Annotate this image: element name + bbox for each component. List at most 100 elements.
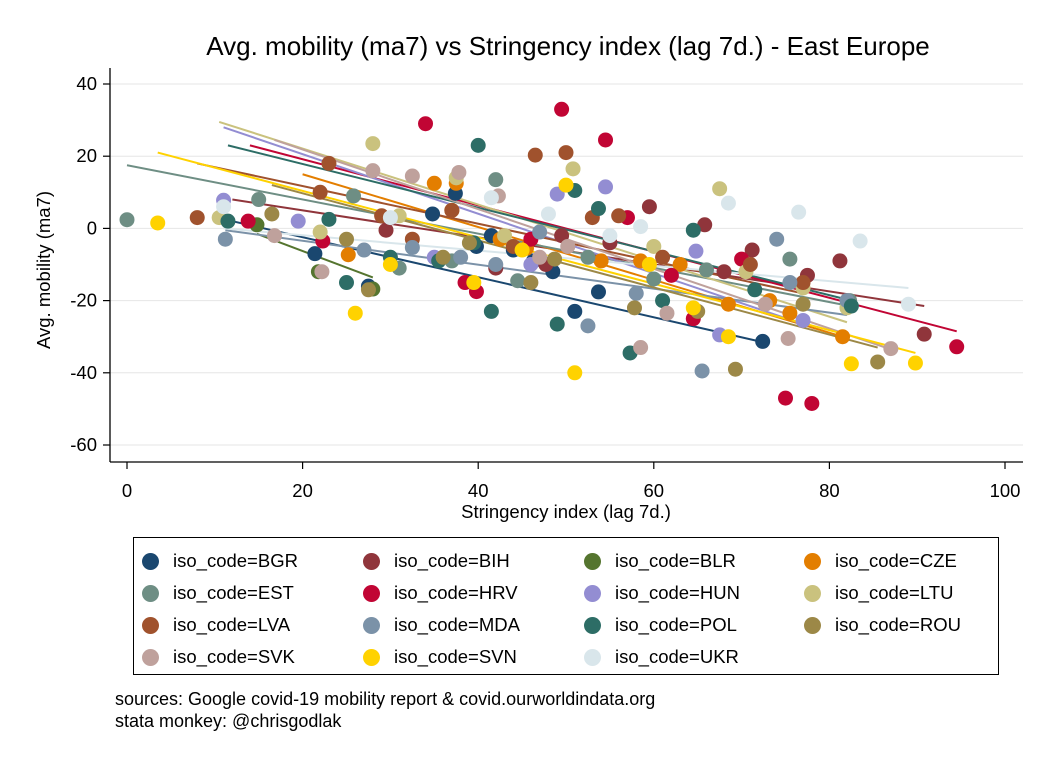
point-lva: [189, 210, 205, 226]
point-hrv: [554, 101, 570, 117]
legend-label: iso_code=LVA: [173, 614, 291, 635]
point-cze: [593, 253, 609, 269]
legend-marker: [142, 552, 159, 570]
point-hrv: [663, 267, 679, 283]
legend-label: iso_code=BIH: [394, 550, 510, 571]
author-line: stata monkey: @chrisgodlak: [115, 711, 342, 731]
point-rou: [795, 296, 811, 312]
legend-item: iso_code=EST: [142, 578, 294, 608]
legend-marker: [363, 648, 380, 666]
point-bgr: [590, 284, 606, 300]
point-ltu: [712, 181, 728, 197]
y-tick-label: 20: [76, 145, 97, 166]
point-svk: [314, 264, 330, 280]
point-rou: [547, 251, 563, 267]
point-lva: [742, 257, 758, 272]
point-est: [698, 262, 714, 278]
point-est: [510, 273, 526, 289]
point-pol: [220, 213, 236, 229]
point-bih: [832, 253, 848, 269]
point-svn: [720, 329, 736, 345]
legend-label: iso_code=SVK: [173, 646, 295, 667]
point-lva: [312, 184, 328, 200]
legend-item: iso_code=LTU: [804, 578, 953, 608]
point-pol: [747, 282, 763, 298]
legend-marker: [142, 584, 159, 602]
point-lva: [655, 249, 671, 265]
legend-marker: [142, 616, 159, 634]
legend-marker: [363, 584, 380, 602]
point-est: [251, 192, 267, 208]
point-svn: [907, 355, 923, 371]
point-pol: [685, 222, 701, 238]
scatter-chart: Avg. mobility (ma7) vs Stringency index …: [33, 31, 1023, 522]
y-tick-label: -20: [70, 290, 97, 311]
point-cze: [835, 329, 851, 345]
legend-label: iso_code=HUN: [615, 582, 740, 603]
y-tick-label: 0: [87, 217, 97, 238]
legend-item: iso_code=BLR: [584, 546, 736, 576]
point-pol: [321, 211, 337, 227]
point-ukr: [852, 233, 868, 249]
y-tick-label: -60: [70, 434, 97, 455]
point-pol: [590, 201, 606, 217]
point-lva: [611, 208, 627, 224]
point-hun: [598, 179, 614, 195]
legend-label: iso_code=BLR: [615, 550, 736, 571]
point-ltu: [365, 136, 381, 152]
point-est: [646, 271, 662, 287]
point-ltu: [497, 228, 513, 244]
point-svk: [757, 296, 773, 312]
point-mda: [488, 257, 504, 272]
point-bih: [697, 217, 713, 233]
point-lva: [527, 147, 543, 163]
point-hrv: [240, 213, 256, 229]
point-lva: [558, 145, 574, 161]
point-hun: [688, 243, 704, 259]
legend-marker: [584, 552, 601, 570]
legend-marker: [363, 552, 380, 570]
point-cze: [782, 305, 798, 321]
x-tick-label: 100: [990, 480, 1021, 501]
point-bih: [378, 222, 394, 238]
legend-item: iso_code=BGR: [142, 546, 298, 576]
point-hun: [290, 213, 306, 229]
point-pol: [339, 275, 354, 291]
legend-marker: [804, 584, 821, 602]
point-mda: [404, 240, 420, 256]
point-rou: [626, 300, 642, 316]
point-svn: [150, 215, 166, 231]
point-ltu: [646, 238, 662, 254]
legend-marker: [584, 616, 601, 634]
y-tick-label: -40: [70, 362, 97, 383]
point-bih: [641, 199, 657, 215]
axes: 40 20 0 -20 -40 -60 0 20 40 60 80 100: [70, 68, 1023, 501]
fit-line-rou: [271, 184, 878, 349]
point-svk: [365, 163, 381, 179]
point-bgr: [567, 303, 583, 319]
point-ukr: [483, 190, 499, 206]
point-bih: [744, 242, 760, 258]
point-svn: [685, 300, 701, 316]
point-hun: [795, 312, 811, 328]
legend-label: iso_code=SVN: [394, 646, 517, 667]
legend-label: iso_code=BGR: [173, 550, 298, 571]
point-rou: [870, 354, 886, 370]
point-rou: [523, 275, 539, 291]
point-svk: [451, 164, 467, 180]
point-svn: [382, 257, 398, 272]
point-pol: [843, 298, 859, 314]
legend-label: iso_code=POL: [615, 614, 737, 635]
point-cze: [720, 296, 736, 312]
legend: iso_code=BGR iso_code=BIH iso_code=BLR iso_…: [133, 537, 999, 675]
point-est: [119, 212, 135, 228]
point-mda: [580, 318, 596, 334]
point-mda: [782, 275, 798, 291]
legend-label: iso_code=LTU: [835, 582, 954, 603]
point-svn: [466, 275, 482, 291]
legend-item: iso_code=POL: [584, 610, 737, 640]
x-axis-label: Stringency index (lag 7d.): [461, 501, 671, 522]
point-ukr: [382, 210, 398, 226]
point-rou: [339, 231, 354, 247]
legend-item: iso_code=HUN: [584, 578, 740, 608]
